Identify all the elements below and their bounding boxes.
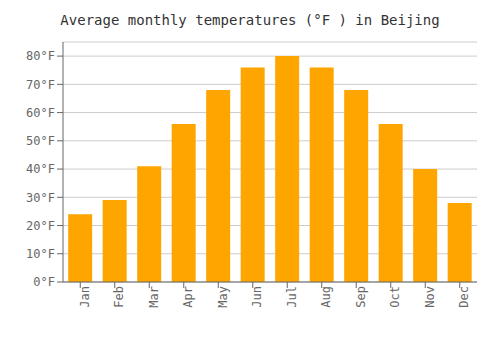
svg-text:Jul: Jul [285,286,299,308]
svg-text:0°F: 0°F [33,275,55,289]
svg-text:50°F: 50°F [26,134,55,148]
svg-text:10°F: 10°F [26,247,55,261]
svg-text:Nov: Nov [423,286,437,308]
svg-text:40°F: 40°F [26,162,55,176]
svg-text:70°F: 70°F [26,78,55,92]
svg-text:Aug: Aug [319,286,333,308]
svg-text:Jan: Jan [78,286,92,308]
svg-text:Feb: Feb [112,286,126,308]
svg-text:20°F: 20°F [26,219,55,233]
svg-text:Mar: Mar [147,286,161,308]
svg-text:May: May [216,286,230,308]
html-text:Average monthly temperatures (: Average monthly temperatures (°F ) in Be… [60,12,440,28]
svg-text:Sep: Sep [354,286,368,308]
svg-text:60°F: 60°F [26,106,55,120]
svg-text:80°F: 80°F [26,49,55,63]
svg-text:Jun: Jun [250,286,264,308]
svg-text:30°F: 30°F [26,191,55,205]
svg-text:Dec: Dec [457,286,471,308]
svg-text:Apr: Apr [181,286,195,308]
svg-text:Oct: Oct [388,286,402,308]
